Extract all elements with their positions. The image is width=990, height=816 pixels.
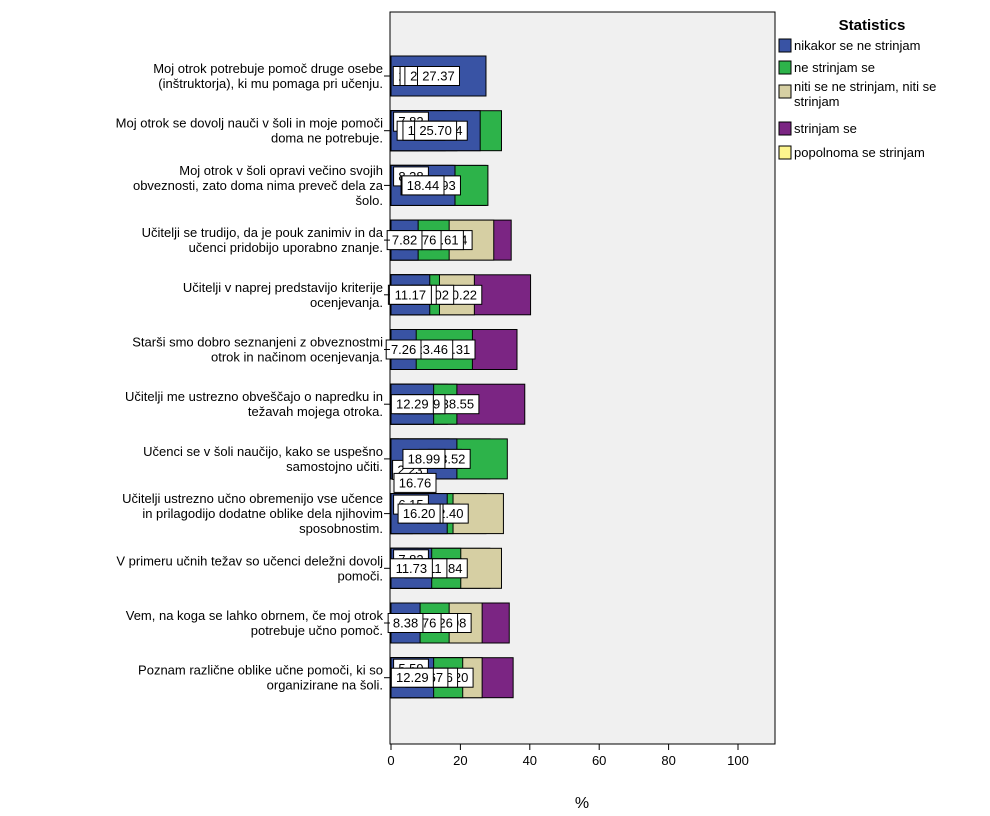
category-label: Poznam različne oblike učne pomoči, ki s…: [138, 663, 383, 693]
legend: Statistics nikakor se ne strinjam ne stri…: [778, 17, 936, 160]
legend-entry-label: ne strinjam se: [794, 60, 875, 75]
category-label: Učenci se v šoli naučijo, kako se uspešn…: [143, 444, 383, 474]
legend-entry-label: niti se ne strinjam, niti se strinjam: [794, 79, 936, 109]
value-label: 18.44: [407, 178, 440, 193]
value-label-box: [397, 503, 441, 524]
category-label: Učitelji me ustrezno obveščajo o napredk…: [125, 389, 383, 419]
value-label: 11.17: [395, 287, 427, 302]
category-labels-layer: Moj otrok potrebuje pomoč druge osebe (in…: [116, 61, 390, 693]
value-label: 12.29: [396, 670, 429, 685]
legend-title: Statistics: [839, 17, 906, 34]
legend-entry-label: strinjam se: [794, 121, 857, 136]
value-label-box: [390, 667, 434, 688]
category-label: Starši smo dobro seznanjeni z obveznostm…: [132, 335, 383, 365]
value-label: 11.73: [396, 561, 428, 576]
value-label: 8.38: [393, 616, 418, 631]
legend-entry-label: popolnoma se strinjam: [794, 145, 925, 160]
legend-swatch: [778, 121, 792, 136]
x-tick-label: 60: [592, 753, 606, 768]
value-label-box: [389, 558, 433, 579]
value-label-box: [393, 472, 437, 493]
value-labels-layer: 13.4121.7917.3220.1127.377.8215.6418.993…: [385, 66, 483, 688]
legend-swatch: [778, 84, 792, 99]
legend-entry-label: nikakor se ne strinjam: [794, 38, 920, 53]
value-label: 12.29: [396, 397, 429, 412]
category-label: Učitelji v naprej predstavijo kriterije o…: [183, 280, 383, 310]
x-tick-label: 0: [387, 753, 394, 768]
value-label-box: [401, 175, 445, 196]
category-label: Učitelji se trudijo, da je pouk zanimiv …: [142, 225, 384, 255]
category-label: V primeru učnih težav so učenci deležni …: [116, 553, 383, 583]
category-label: Moj otrok potrebuje pomoč druge osebe (in…: [153, 61, 383, 91]
value-label: 23.46: [415, 342, 448, 357]
value-label-box: [414, 120, 458, 141]
category-label: Učitelji ustrezno učno obremenijo vse uč…: [122, 491, 383, 536]
legend-swatch: [778, 145, 792, 160]
value-label-box: [390, 394, 434, 415]
x-tick-label: 100: [727, 753, 749, 768]
category-label: Moj otrok se dovolj nauči v šoli in moje…: [116, 116, 383, 146]
x-tick-label: 80: [661, 753, 675, 768]
x-tick-label: 40: [523, 753, 537, 768]
value-label: 7.26: [391, 342, 416, 357]
value-label: 38.55: [442, 397, 475, 412]
category-label: Vem, na koga se lahko obrnem, če moj otr…: [126, 608, 384, 638]
x-axis: 0 20 40 60 80 100: [387, 744, 749, 768]
x-axis-title: %: [575, 795, 589, 812]
x-tick-label: 20: [453, 753, 467, 768]
value-label: 27.37: [422, 69, 455, 84]
value-label-box: [416, 66, 460, 86]
value-label: 16.76: [399, 475, 432, 490]
value-label: 18.99: [408, 451, 441, 466]
value-label: 16.20: [403, 506, 436, 521]
category-label: Moj otrok v šoli opravi večino svojih obv…: [133, 163, 384, 208]
legend-swatch: [778, 60, 792, 75]
value-label-box: [402, 448, 446, 469]
legend-swatch: [778, 38, 792, 53]
value-label: 7.82: [392, 233, 417, 248]
value-label: 25.70: [419, 123, 452, 138]
